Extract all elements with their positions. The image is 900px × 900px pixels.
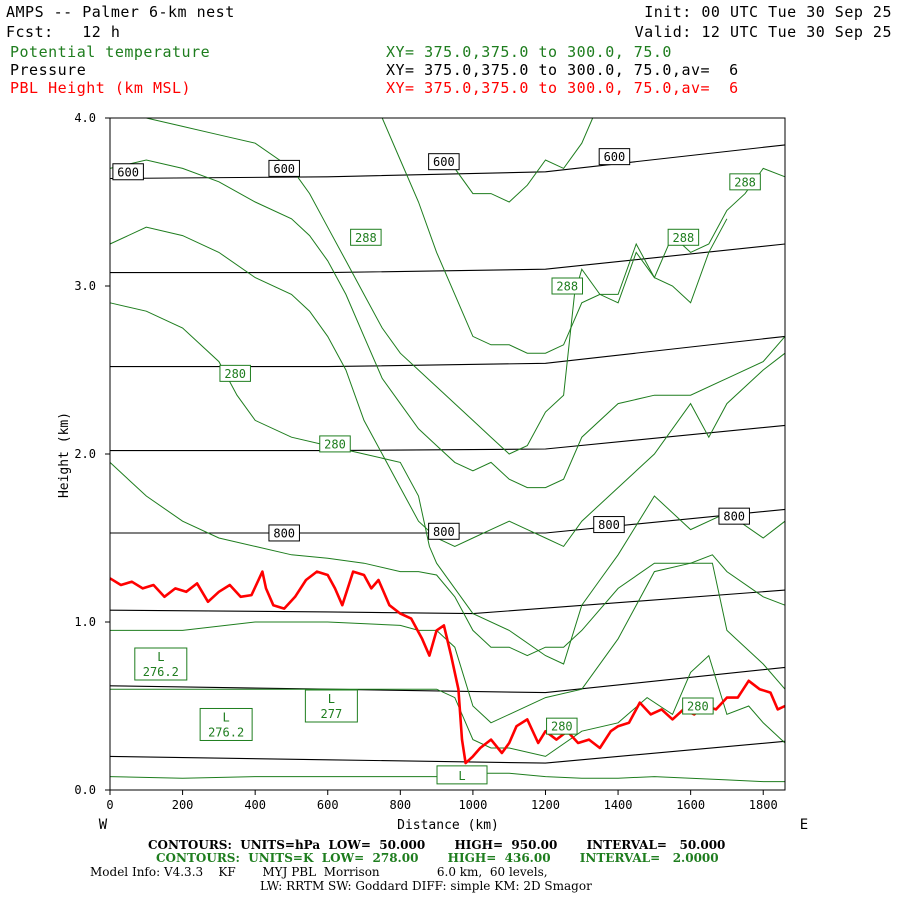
- y-tick-label: 3.0: [74, 279, 96, 293]
- theta-label: 280: [324, 437, 346, 451]
- x-tick-label: 400: [244, 798, 266, 812]
- theta-label-box: [551, 277, 584, 295]
- x-tick-label: 1200: [531, 798, 560, 812]
- pressure-label-box: [598, 148, 631, 166]
- theta-contour-2: [110, 562, 786, 724]
- pressure-isobar-5: [110, 335, 786, 368]
- theta-label-box: [682, 697, 714, 715]
- x-tick-label: 1000: [458, 798, 487, 812]
- pressure-isobar-1: [109, 666, 786, 694]
- low-center-value: 277: [321, 707, 343, 721]
- east-end-label: E: [800, 817, 808, 833]
- pressure-isobar-6: [110, 243, 786, 274]
- x-axis-label: Distance (km): [397, 818, 499, 833]
- pressure-label-box: [718, 507, 750, 525]
- low-center-box: [304, 689, 358, 723]
- field-pressure-name: Pressure: [10, 61, 87, 79]
- low-center-marker: L: [223, 710, 230, 724]
- pressure-isobar-4: [110, 424, 786, 452]
- x-tick-label: 1600: [676, 798, 705, 812]
- x-tick-label: 1800: [749, 798, 778, 812]
- pressure-label-box: [268, 524, 300, 542]
- west-end-label: W: [99, 817, 108, 833]
- y-tick-label: 4.0: [74, 111, 96, 125]
- y-tick-label: 0.0: [74, 783, 96, 797]
- x-tick-label: 1400: [604, 798, 633, 812]
- pressure-label: 600: [117, 165, 139, 179]
- field-pbl-name: PBL Height (km MSL): [10, 79, 192, 97]
- theta-label: 280: [687, 700, 709, 714]
- theta-label-box: [546, 717, 578, 735]
- theta-contour-1: [110, 654, 786, 757]
- pbl-height-line: [109, 570, 786, 765]
- theta-contour-3: [109, 462, 786, 657]
- pressure-label-box: [112, 163, 144, 181]
- pressure-label: 800: [598, 518, 620, 532]
- theta-label: 280: [224, 367, 246, 381]
- pressure-label-box: [428, 153, 460, 171]
- field-theta-xsec: XY= 375.0,375.0 to 300.0, 75.0: [386, 43, 672, 61]
- low-center-box: [199, 707, 253, 741]
- theta-contour-info: CONTOURS: UNITS=K LOW= 278.00 HIGH= 436.…: [156, 851, 719, 865]
- forecast-hour: Fcst: 12 h: [6, 23, 121, 41]
- theta-label: 288: [355, 231, 377, 245]
- model-title: AMPS -- Palmer 6-km nest: [6, 3, 235, 21]
- theta-label-box: [729, 173, 761, 191]
- theta-contour-6: [109, 159, 786, 489]
- pressure-label: 600: [604, 150, 626, 164]
- low-center-box: [134, 647, 188, 681]
- field-pressure-xsec: XY= 375.0,375.0 to 300.0, 75.0,av= 6: [386, 61, 739, 79]
- theta-label-box: [319, 435, 351, 453]
- theta-label: 280: [551, 720, 573, 734]
- init-time: Init: 00 UTC Tue 30 Sep 25: [644, 3, 892, 21]
- theta-contour-0: [109, 772, 785, 783]
- low-center-value: 276.2: [143, 665, 179, 679]
- pressure-label-box: [593, 516, 625, 534]
- y-axis-label: Height (km): [57, 412, 72, 498]
- theta-label: 288: [734, 175, 756, 189]
- low-center-box: [436, 765, 488, 785]
- low-center-marker: L: [157, 650, 164, 664]
- model-info: Model Info: V4.3.3 KF MYJ PBL Morrison 6…: [90, 865, 548, 879]
- y-tick-label: 1.0: [74, 615, 96, 629]
- theta-contour-5: [109, 226, 786, 548]
- pressure-label-box: [268, 159, 300, 177]
- pressure-label: 600: [273, 162, 295, 176]
- field-pbl-xsec: XY= 375.0,375.0 to 300.0, 75.0,av= 6: [386, 79, 739, 97]
- theta-contour-4: [109, 302, 786, 665]
- theta-label-box: [350, 228, 382, 246]
- pressure-label: 800: [433, 525, 455, 539]
- valid-time: Valid: 12 UTC Tue 30 Sep 25: [634, 23, 892, 41]
- physics-info: LW: RRTM SW: Goddard DIFF: simple KM: 2D…: [260, 879, 592, 893]
- pressure-isobar-0: [109, 740, 786, 764]
- x-tick-label: 600: [317, 798, 339, 812]
- y-tick-label: 2.0: [74, 447, 96, 461]
- low-center-marker: L: [458, 769, 465, 783]
- pressure-contour-info: CONTOURS: UNITS=hPa LOW= 50.000 HIGH= 95…: [148, 838, 726, 852]
- x-tick-label: 0: [106, 798, 113, 812]
- low-center-marker: L: [328, 692, 335, 706]
- pressure-isobar-2: [109, 589, 786, 615]
- pressure-label: 600: [433, 155, 455, 169]
- theta-label: 288: [556, 280, 578, 294]
- pressure-label: 800: [723, 510, 745, 524]
- theta-label-box: [667, 228, 700, 246]
- theta-label-box: [219, 364, 251, 382]
- x-tick-label: 800: [389, 798, 411, 812]
- pressure-isobar-7: [109, 144, 786, 180]
- field-theta-name: Potential temperature: [10, 43, 211, 61]
- theta-contour-9: [443, 117, 594, 203]
- pressure-label: 800: [273, 526, 295, 540]
- theta-label: 288: [673, 231, 695, 245]
- x-tick-label: 200: [172, 798, 194, 812]
- pressure-label-box: [428, 522, 460, 540]
- low-center-value: 276.2: [208, 725, 244, 739]
- theta-contour-8: [381, 117, 728, 354]
